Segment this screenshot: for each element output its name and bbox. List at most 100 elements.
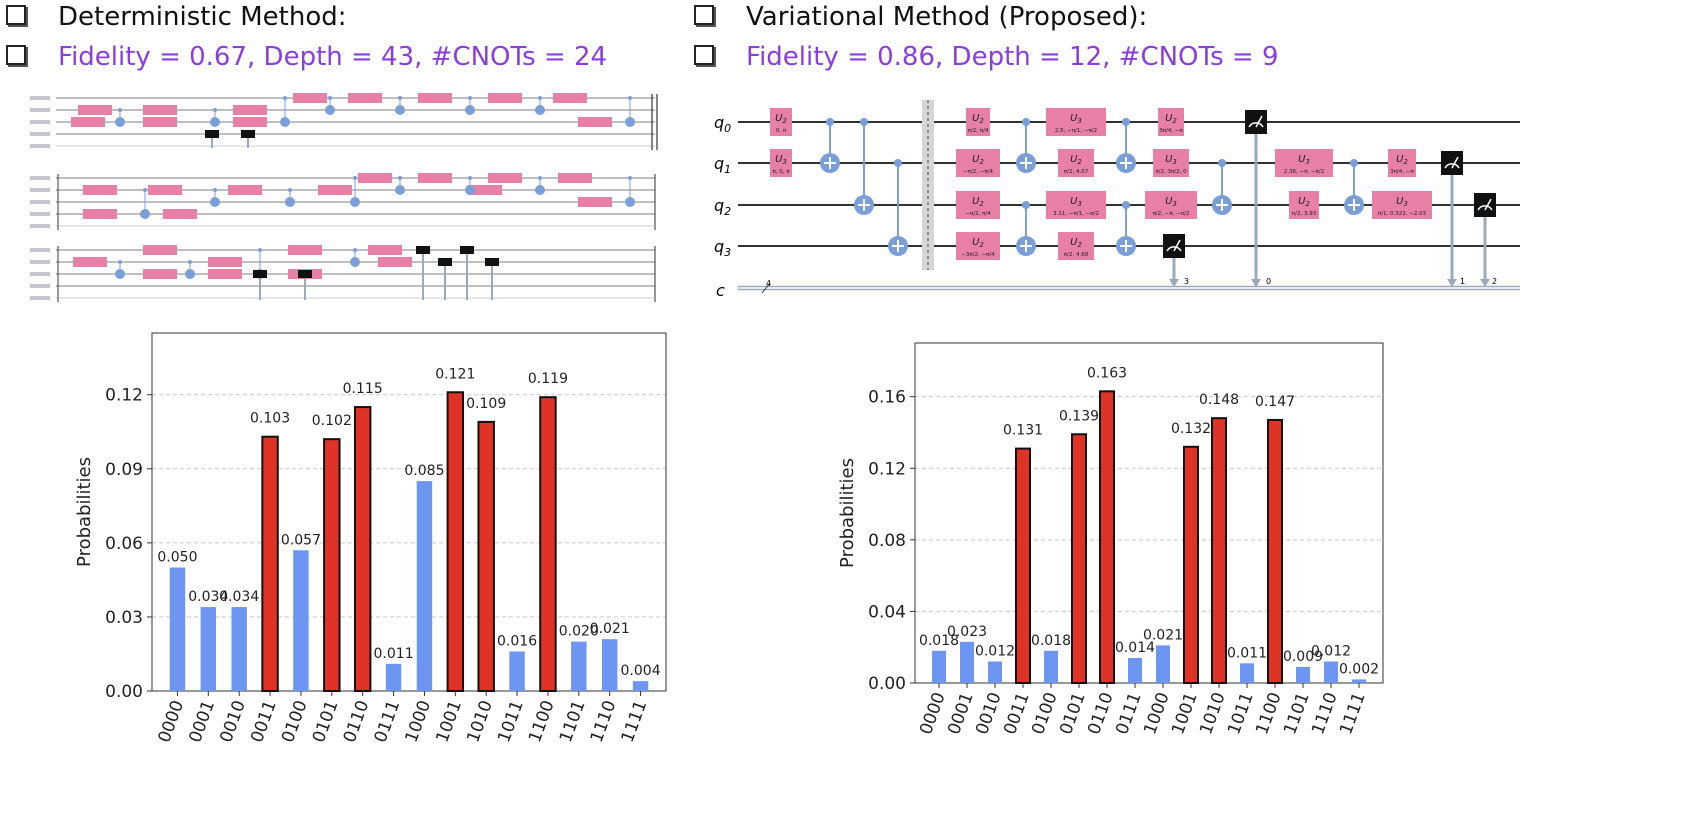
gate-name: U3 [1165,154,1177,166]
gate-params: 3π/4, −π [1159,128,1183,134]
det-cnot-target [140,209,150,219]
bar-1001 [1183,445,1199,684]
det-cnot-control [118,108,122,112]
measure-needle [1451,156,1459,169]
right-title-bullet: Variational Method (Proposed): [694,2,1147,32]
left-metrics-bullet: Fidelity = 0.67, Depth = 43, #CNOTs = 24 [6,42,607,72]
gate-name: U3 [1070,196,1082,208]
value-label-1000: 0.021 [1143,627,1183,643]
value-label-0100: 0.057 [281,532,321,548]
measure-icon [1441,151,1463,175]
bar-0000 [932,650,946,683]
det-wire-label [30,144,50,148]
gate-params: π/2, 3.93 [1292,211,1317,217]
cnot-control [1350,159,1358,167]
det-gate [163,209,197,219]
det-cnot-target [465,105,475,115]
bar-0100 [293,550,309,691]
det-gate [558,173,592,183]
gate-params: 3π/4, −π [1390,169,1414,175]
det-wire-label [30,296,50,300]
gate-name: U2 [1165,113,1177,125]
det-wire-label [30,108,50,112]
u-gate [1046,108,1106,136]
checkbox-icon [6,4,26,25]
bar-0000 [169,567,186,691]
value-label-0110: 0.115 [343,381,383,397]
det-gate [143,117,177,127]
x-tick-label-1111: 1111 [618,698,652,745]
det-cnot-target [535,185,545,195]
bar-0001 [960,641,974,683]
bar-1011 [509,651,525,691]
bar-1110 [601,639,618,691]
bus-slash [761,282,771,294]
det-cnot-target [625,117,635,127]
wire-label-q0: q0 [714,113,731,135]
value-label-1111: 0.002 [1339,661,1379,677]
bar-1100 [1267,418,1283,685]
x-tick-label-0110: 0110 [340,698,374,745]
det-gate [143,245,177,255]
value-label-0101: 0.139 [1059,408,1099,424]
det-cnot-target [115,269,125,279]
det-wire-label [30,272,50,276]
cnot-control [1022,118,1030,126]
gate-name: U2 [1070,237,1082,249]
measure-arrow [1251,279,1261,287]
det-cnot-control [213,108,217,112]
value-label-1100: 0.147 [1255,394,1295,410]
value-label-0111: 0.014 [1115,640,1155,656]
bar-1011 [1240,663,1254,683]
bar-0101 [323,438,341,693]
right-metrics-bullet: Fidelity = 0.86, Depth = 12, #CNOTs = 9 [694,42,1279,72]
det-cnot-target [325,105,335,115]
value-label-0100: 0.018 [1031,633,1071,649]
value-label-0000: 0.050 [157,550,197,566]
gate-params: π/2, 4.07 [1064,169,1089,175]
det-cnot-control [353,248,357,252]
checkbox-icon [694,4,714,25]
value-label-1111: 0.004 [621,663,661,679]
det-gate [378,257,412,267]
x-tick-label-1100: 1100 [525,698,559,745]
det-gate [553,93,587,103]
det-measure [460,246,474,254]
wire-label-q2: q2 [714,196,731,218]
u-gate [1058,232,1094,260]
det-gate [228,185,262,195]
det-gate [578,117,612,127]
det-wire-label [30,132,50,136]
det-gate [148,185,182,195]
det-gate [83,185,117,195]
det-cnot-target [625,197,635,207]
det-gate [143,105,177,115]
det-cnot-control [538,176,542,180]
det-measure [485,258,499,266]
det-cnot-control [468,96,472,100]
wire-label-q1: q1 [714,154,731,176]
cnot-control [1122,118,1130,126]
det-gate [418,173,452,183]
det-cnot-control [188,260,192,264]
det-wire-label [30,212,50,216]
classical-width-label: 4 [766,279,771,288]
value-label-0110: 0.163 [1087,365,1127,381]
det-gate [358,173,392,183]
gate-name: U2 [1396,154,1408,166]
y-tick-label: 0.08 [868,531,906,551]
u-gate [1145,191,1197,219]
value-label-1000: 0.085 [404,463,444,479]
det-cnot-target [350,257,360,267]
measure-index-3: 3 [1184,277,1189,286]
variational-histogram: 0.000.040.080.120.16Probabilities0.01800… [837,342,1384,737]
gate-name: U3 [1396,196,1408,208]
measure-arc [1248,122,1264,128]
det-wire-label [30,188,50,192]
det-measure [298,270,312,278]
gate-params: 3.11, −π/1, −π/2 [1053,211,1099,217]
det-cnot-target [280,117,290,127]
gate-name: U2 [972,154,984,166]
det-gate [233,105,267,115]
circuit-wire-labels: q0 q1 q2 q3 c 4 3 0 1 2 [714,113,1497,300]
